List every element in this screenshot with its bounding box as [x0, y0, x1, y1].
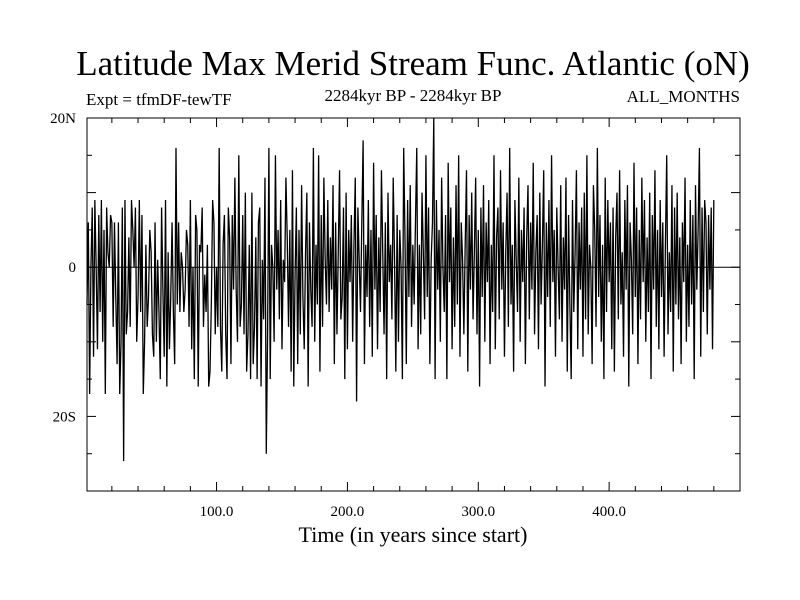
x-tick-label: 100.0	[200, 504, 234, 520]
period-label: 2284kyr BP - 2284kyr BP	[324, 86, 502, 105]
x-axis-label: Time (in years since start)	[298, 522, 528, 547]
x-tick-label: 400.0	[592, 504, 626, 520]
chart-title: Latitude Max Merid Stream Func. Atlantic…	[76, 44, 750, 83]
x-tick-label: 300.0	[461, 504, 495, 520]
y-tick-label: 20N	[50, 111, 76, 127]
x-tick-label: 200.0	[331, 504, 365, 520]
axis-tick-labels: 100.0 200.0 300.0 400.0 20N 0 20S	[50, 111, 626, 520]
months-label: ALL_MONTHS	[626, 87, 740, 106]
series-layer	[86, 117, 715, 462]
series-line-0	[86, 117, 715, 462]
experiment-label: Expt = tfmDF-tewTF	[86, 90, 232, 109]
y-tick-label: 0	[69, 260, 77, 276]
plot-frame	[86, 117, 741, 492]
y-tick-label: 20S	[53, 409, 76, 425]
